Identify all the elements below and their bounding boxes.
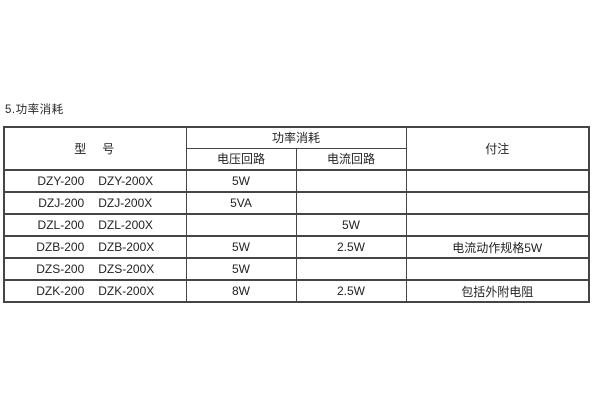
header-power-group: 功率消耗 xyxy=(185,126,407,149)
cell-voltage xyxy=(185,213,297,237)
header-model: 型 号 xyxy=(3,126,187,171)
cell-current xyxy=(295,257,407,281)
model-name: DZK-200 xyxy=(36,284,85,298)
cell-note xyxy=(405,213,590,237)
table-row-dzk: DZK-200 DZK-200X 8W 2.5W 包括外附电阻 xyxy=(3,279,590,303)
model-name: DZS-200 xyxy=(36,262,85,276)
cell-current: 5W xyxy=(295,213,407,237)
header-voltage-circuit: 电压回路 xyxy=(185,147,297,171)
cell-voltage: 8W xyxy=(185,279,297,303)
cell-note: 包括外附电阻 xyxy=(405,279,590,303)
table-row-dzj: DZJ-200 DZJ-200X 5VA xyxy=(3,191,590,215)
model-name-x: DZB-200X xyxy=(98,240,155,254)
table-row-dzb: DZB-200 DZB-200X 5W 2.5W 电流动作规格5W xyxy=(3,235,590,259)
cell-model: DZB-200 DZB-200X xyxy=(3,235,187,259)
model-name: DZL-200 xyxy=(37,218,85,232)
section-title: 5.功率消耗 xyxy=(5,104,64,116)
model-name-x: DZL-200X xyxy=(98,218,153,232)
cell-model: DZJ-200 DZJ-200X xyxy=(3,191,187,215)
cell-note xyxy=(405,191,590,215)
header-row-2: 电压回路 电流回路 xyxy=(4,147,589,171)
cell-voltage: 5VA xyxy=(185,191,297,215)
model-name: DZJ-200 xyxy=(38,196,85,210)
model-name-x: DZY-200X xyxy=(98,174,154,188)
header-note: 付注 xyxy=(405,126,590,171)
table-row-dzy: DZY-200 DZY-200X 5W xyxy=(3,169,590,193)
header-row-1: 型 号 功率消耗 付注 xyxy=(3,126,590,171)
cell-model: DZS-200 DZS-200X xyxy=(3,257,187,281)
cell-model: DZY-200 DZY-200X xyxy=(3,169,187,193)
cell-current: 2.5W xyxy=(295,235,407,259)
model-name-x: DZS-200X xyxy=(98,262,155,276)
cell-current xyxy=(295,191,407,215)
table-header: 型 号 功率消耗 付注 电压回路 电流回路 xyxy=(3,126,590,171)
cell-model: DZL-200 DZL-200X xyxy=(3,213,187,237)
cell-note xyxy=(405,169,590,193)
cell-voltage: 5W xyxy=(185,169,297,193)
power-consumption-table: 型 号 功率消耗 付注 电压回路 电流回路 DZY-200 DZY-200X 5W xyxy=(3,126,591,303)
cell-model: DZK-200 DZK-200X xyxy=(3,279,187,303)
table-body: DZY-200 DZY-200X 5W DZJ-200 DZJ-200X 5VA D… xyxy=(3,169,590,303)
table-row-dzs: DZS-200 DZS-200X 5W xyxy=(3,257,590,281)
cell-current: 2.5W xyxy=(295,279,407,303)
cell-note: 电流动作规格5W xyxy=(405,235,590,259)
cell-voltage: 5W xyxy=(185,257,297,281)
cell-voltage: 5W xyxy=(185,235,297,259)
model-name-x: DZJ-200X xyxy=(98,196,153,210)
cell-current xyxy=(295,169,407,193)
header-current-circuit: 电流回路 xyxy=(295,147,407,171)
model-name: DZB-200 xyxy=(36,240,85,254)
cell-note xyxy=(405,257,590,281)
table-row-dzl: DZL-200 DZL-200X 5W xyxy=(3,213,590,237)
model-name-x: DZK-200X xyxy=(98,284,155,298)
model-name: DZY-200 xyxy=(37,174,85,188)
